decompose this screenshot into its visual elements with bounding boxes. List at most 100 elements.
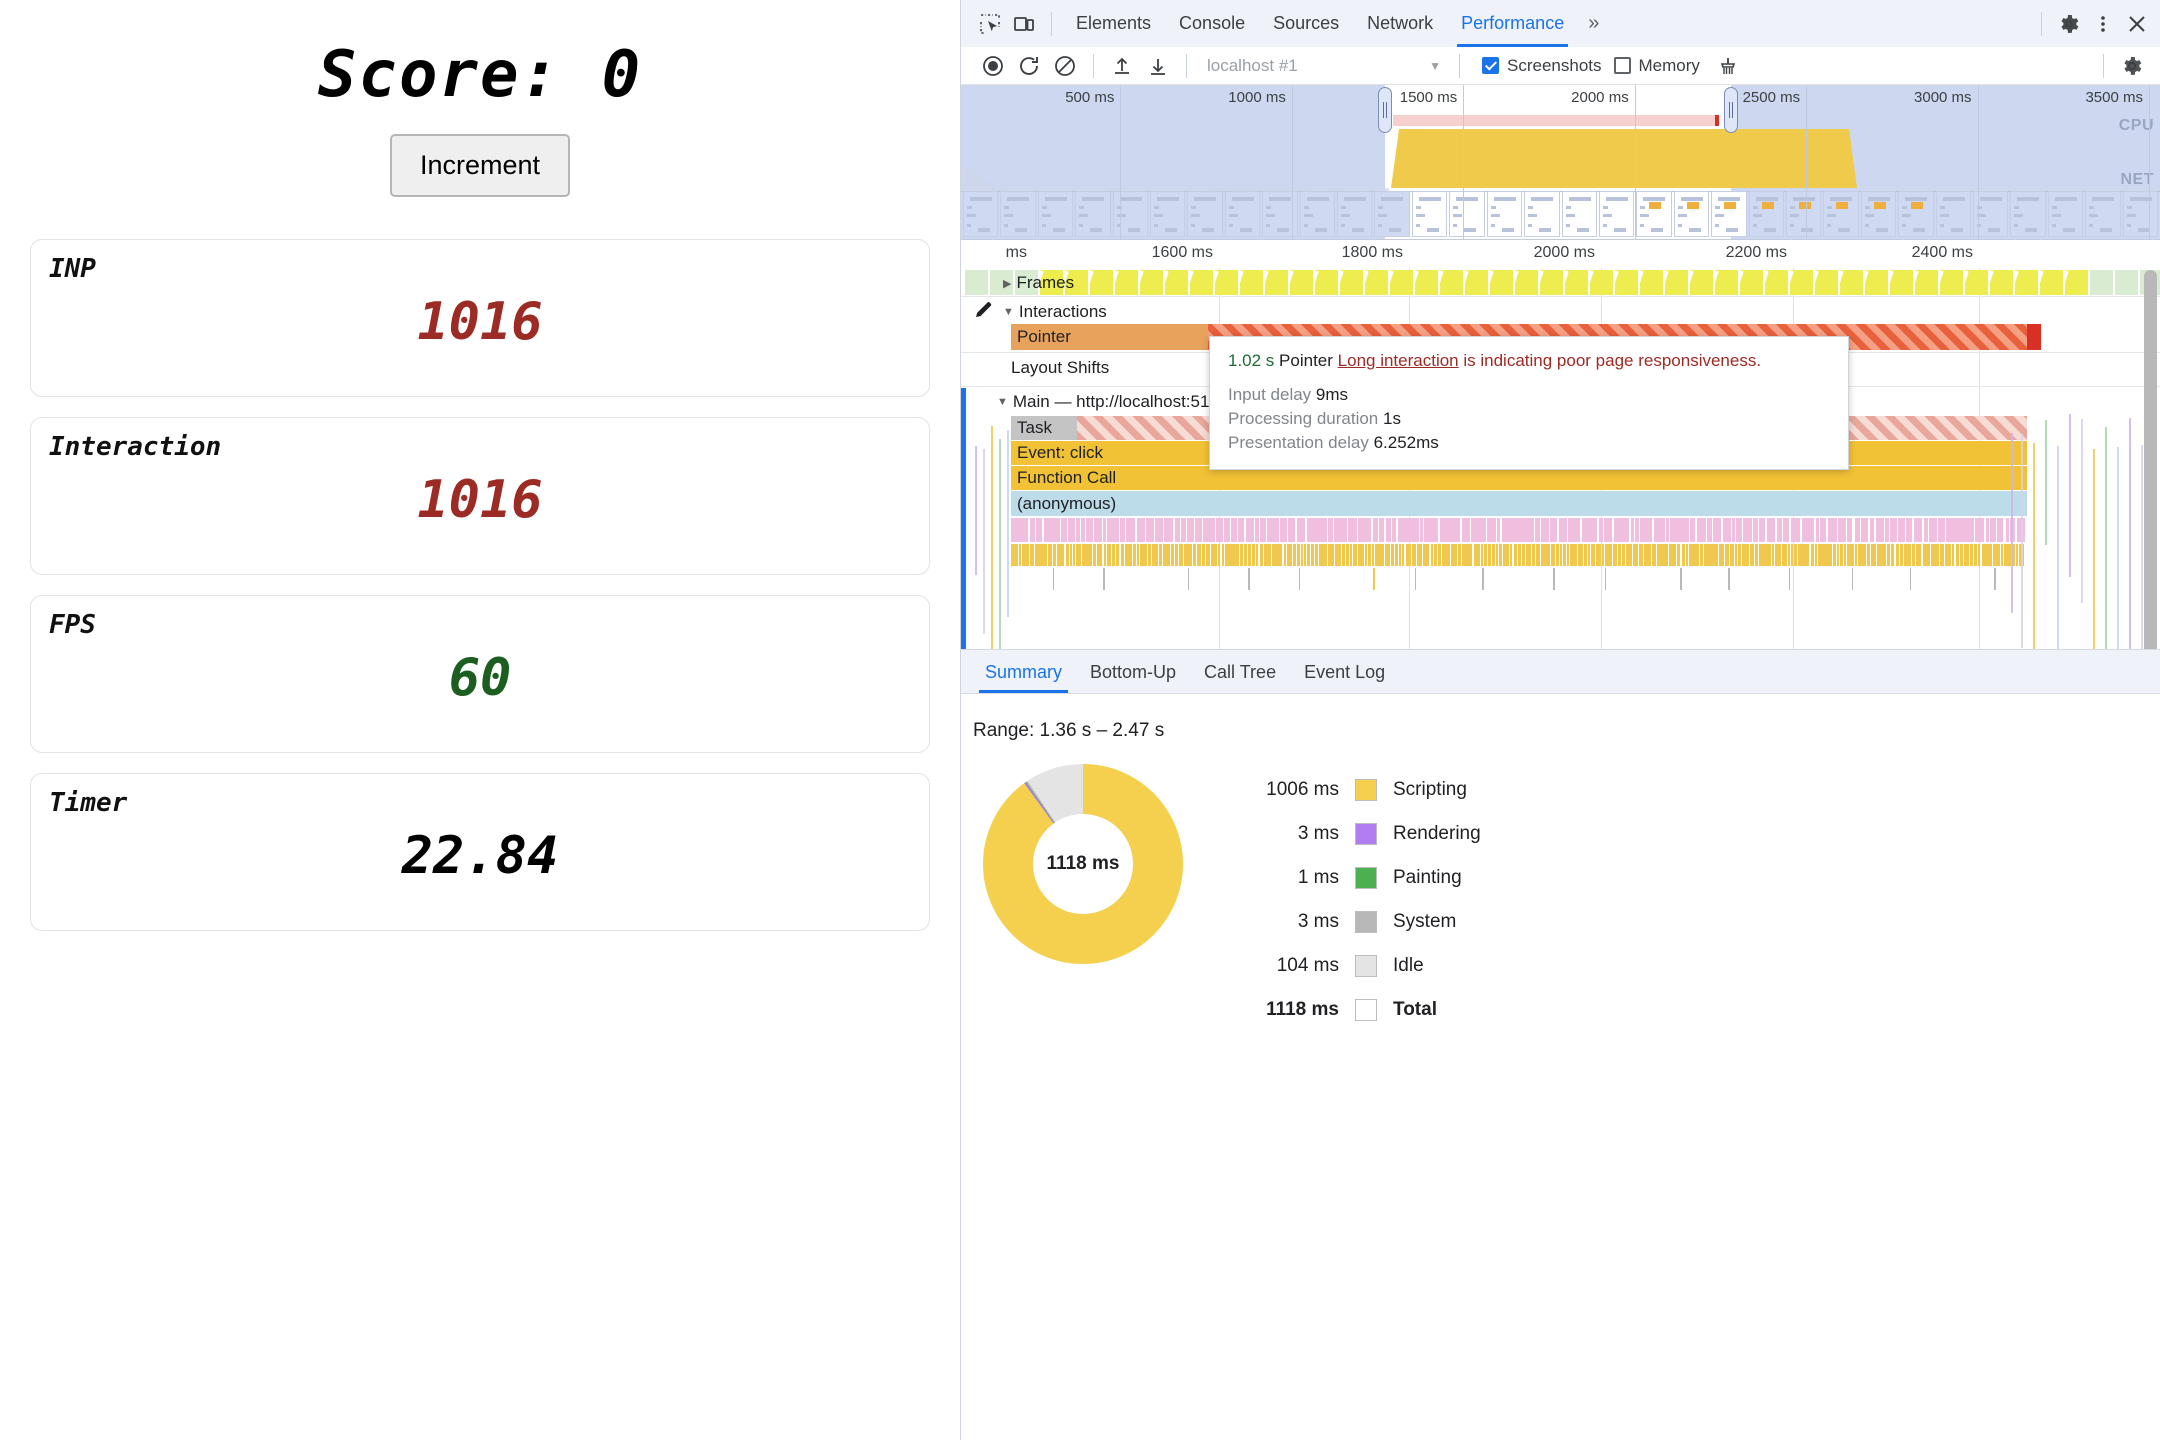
upload-profile-icon[interactable] [1104, 51, 1140, 81]
legend-row-idle[interactable]: 104 ms Idle [1219, 944, 1481, 988]
filmstrip-thumbnail[interactable] [1150, 191, 1185, 237]
frame-block[interactable] [1165, 270, 1188, 295]
gear-icon[interactable] [2052, 7, 2086, 41]
filmstrip-thumbnail[interactable] [1524, 191, 1559, 237]
timeline-overview[interactable]: 500 ms 1000 ms 1500 ms 2000 ms 2500 ms 3000 m… [961, 85, 2160, 240]
frame-block[interactable] [1090, 270, 1113, 295]
filmstrip-thumbnail[interactable] [1113, 191, 1148, 237]
frame-block[interactable] [1190, 270, 1213, 295]
frame-block[interactable] [2040, 270, 2063, 295]
frame-block[interactable] [1215, 270, 1238, 295]
frame-block[interactable] [1240, 270, 1263, 295]
tab-performance[interactable]: Performance [1447, 0, 1578, 47]
frame-block[interactable] [1365, 270, 1388, 295]
tab-network[interactable]: Network [1353, 0, 1447, 47]
filmstrip-thumbnail[interactable] [1861, 191, 1896, 237]
legend-row-painting[interactable]: 1 ms Painting [1219, 856, 1481, 900]
filmstrip-thumbnail[interactable] [963, 191, 998, 237]
frame-block[interactable] [1115, 270, 1138, 295]
record-button[interactable] [975, 51, 1011, 81]
frame-block[interactable] [1615, 270, 1638, 295]
legend-row-system[interactable]: 3 ms System [1219, 900, 1481, 944]
frame-block[interactable] [1915, 270, 1938, 295]
track-label-interactions[interactable]: ▼ Interactions [1003, 302, 1107, 322]
frame-block[interactable] [1765, 270, 1788, 295]
close-icon[interactable] [2120, 7, 2154, 41]
tab-elements[interactable]: Elements [1062, 0, 1165, 47]
frame-block[interactable] [1865, 270, 1888, 295]
frame-block[interactable] [1315, 270, 1338, 295]
frame-block[interactable] [965, 270, 988, 295]
filmstrip-thumbnail[interactable] [1337, 191, 1372, 237]
recording-selector[interactable]: localhost #1 ▼ [1197, 56, 1449, 76]
edit-track-pencil-icon[interactable] [975, 300, 993, 323]
tab-bottom-up[interactable]: Bottom-Up [1076, 651, 1190, 693]
frame-block[interactable] [2065, 270, 2088, 295]
increment-button[interactable]: Increment [390, 134, 570, 197]
filmstrip-thumbnail[interactable] [1225, 191, 1260, 237]
frame-block[interactable] [2090, 270, 2113, 295]
filmstrip-thumbnail[interactable] [1449, 191, 1484, 237]
flame-band-pink[interactable] [1011, 518, 2027, 542]
filmstrip-thumbnail[interactable] [2048, 191, 2083, 237]
tab-event-log[interactable]: Event Log [1290, 651, 1399, 693]
tab-console[interactable]: Console [1165, 0, 1259, 47]
overview-filmstrip[interactable] [961, 191, 2160, 239]
frame-block[interactable] [2115, 270, 2138, 295]
more-options-icon[interactable] [2086, 7, 2120, 41]
frame-block[interactable] [1690, 270, 1713, 295]
flame-bar-task[interactable]: Task [1011, 416, 1077, 440]
legend-row-rendering[interactable]: 3 ms Rendering [1219, 812, 1481, 856]
filmstrip-thumbnail[interactable] [1075, 191, 1110, 237]
activity-donut-chart[interactable]: 1118 ms [983, 764, 1183, 964]
frame-block[interactable] [1590, 270, 1613, 295]
frame-block[interactable] [1740, 270, 1763, 295]
filmstrip-thumbnail[interactable] [1300, 191, 1335, 237]
memory-checkbox[interactable]: Memory [1614, 56, 1700, 76]
tab-summary[interactable]: Summary [971, 651, 1076, 693]
frame-block[interactable] [1565, 270, 1588, 295]
frame-block[interactable] [1540, 270, 1563, 295]
frame-block[interactable] [1965, 270, 1988, 295]
flamechart-scrollbar[interactable] [2144, 270, 2157, 650]
tab-sources[interactable]: Sources [1259, 0, 1353, 47]
frame-block[interactable] [1640, 270, 1663, 295]
track-label-layout-shifts[interactable]: Layout Shifts [1011, 358, 1109, 378]
download-profile-icon[interactable] [1140, 51, 1176, 81]
overview-window-handle-right[interactable] [1724, 87, 1738, 133]
collect-garbage-icon[interactable] [1710, 51, 1746, 81]
frame-block[interactable] [1940, 270, 1963, 295]
filmstrip-thumbnail[interactable] [2085, 191, 2120, 237]
frame-block[interactable] [1390, 270, 1413, 295]
tooltip-link[interactable]: Long interaction [1338, 351, 1459, 370]
frames-strip[interactable] [965, 270, 2160, 295]
filmstrip-thumbnail[interactable] [1674, 191, 1709, 237]
frame-block[interactable] [1665, 270, 1688, 295]
frame-block[interactable] [1290, 270, 1313, 295]
filmstrip-thumbnail[interactable] [1038, 191, 1073, 237]
filmstrip-thumbnail[interactable] [1187, 191, 1222, 237]
filmstrip-thumbnail[interactable] [1749, 191, 1784, 237]
track-label-frames[interactable]: ▶ Frames [1003, 273, 1074, 293]
frame-block[interactable] [1790, 270, 1813, 295]
filmstrip-thumbnail[interactable] [2123, 191, 2158, 237]
filmstrip-thumbnail[interactable] [1599, 191, 1634, 237]
frame-block[interactable] [1340, 270, 1363, 295]
inspect-element-icon[interactable] [973, 7, 1007, 41]
frame-block[interactable] [1265, 270, 1288, 295]
frame-block[interactable] [1890, 270, 1913, 295]
filmstrip-thumbnail[interactable] [1823, 191, 1858, 237]
filmstrip-thumbnail[interactable] [1636, 191, 1671, 237]
flame-band-sparse[interactable] [1011, 568, 2027, 590]
screenshots-checkbox[interactable]: Screenshots [1482, 56, 1602, 76]
tab-call-tree[interactable]: Call Tree [1190, 651, 1290, 693]
legend-row-scripting[interactable]: 1006 ms Scripting [1219, 768, 1481, 812]
flame-bar-anonymous[interactable]: (anonymous) [1011, 491, 2027, 516]
filmstrip-thumbnail[interactable] [1898, 191, 1933, 237]
filmstrip-thumbnail[interactable] [1374, 191, 1409, 237]
frame-block[interactable] [1815, 270, 1838, 295]
filmstrip-thumbnail[interactable] [1000, 191, 1035, 237]
frame-block[interactable] [1515, 270, 1538, 295]
frame-block[interactable] [1490, 270, 1513, 295]
filmstrip-thumbnail[interactable] [1786, 191, 1821, 237]
